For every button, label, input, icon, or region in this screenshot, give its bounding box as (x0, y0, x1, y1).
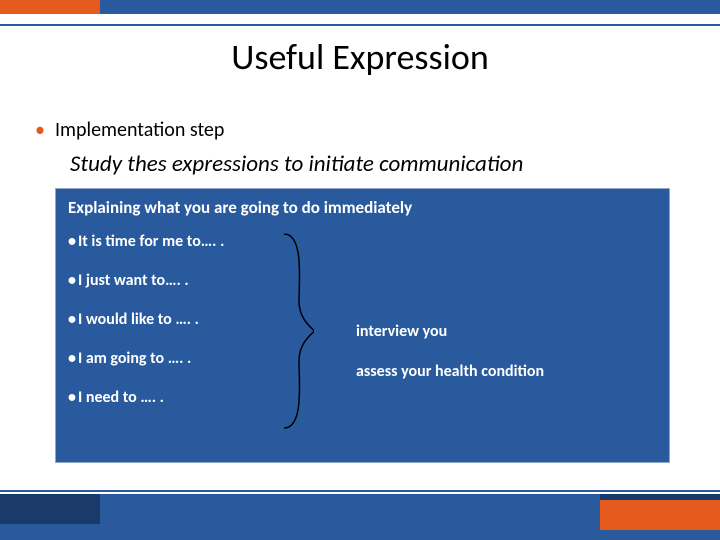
panel-heading: Explaining what you are going to do imme… (56, 189, 669, 222)
bottom-thin-line (0, 490, 720, 492)
top-bar-orange (0, 0, 100, 14)
bottom-orange-bar (600, 500, 720, 530)
subtitle-text: Implementation step (55, 118, 224, 142)
curly-brace-icon (274, 231, 314, 431)
list-item: I need to …. . (56, 378, 669, 417)
expressions-list: It is time for me to…. . I just want to…… (56, 222, 669, 417)
slide-title: Useful Expression (0, 35, 720, 79)
list-item: I just want to…. . (56, 261, 669, 300)
bullet-icon: • (35, 118, 45, 142)
bottom-mid-bar (100, 494, 600, 524)
study-line: Study thes expressions to initiate commu… (70, 150, 523, 178)
expressions-panel: Explaining what you are going to do imme… (55, 188, 670, 463)
right-col-item: interview you (356, 322, 656, 341)
right-col-item: assess your health condition (356, 362, 656, 381)
top-bar-midblue (100, 0, 720, 14)
top-thin-line (0, 24, 720, 26)
bottom-navy-left (0, 494, 100, 524)
subtitle-row: • Implementation step (35, 118, 224, 142)
list-item: It is time for me to…. . (56, 222, 669, 261)
